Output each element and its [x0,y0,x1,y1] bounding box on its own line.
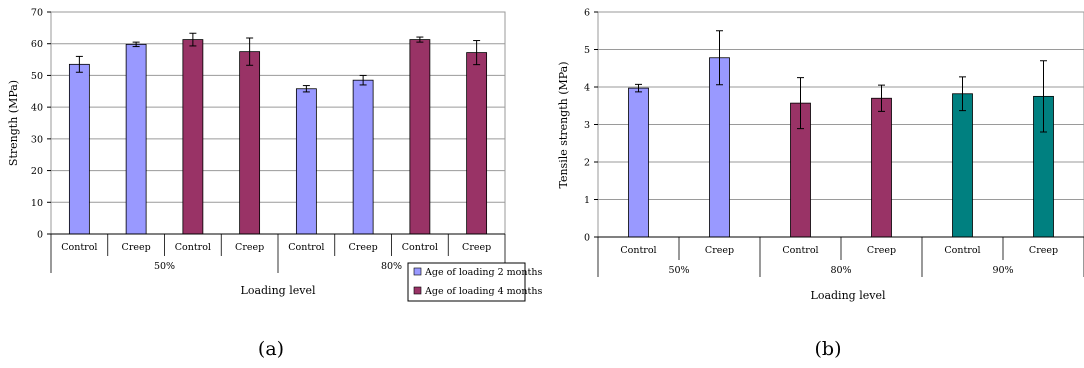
chart-b-gridlines [598,49,1084,200]
b-y-tick-label: 3 [584,120,590,131]
a-bar [182,39,204,235]
a-y-tick-label: 50 [31,71,43,82]
a-category-label: Creep [122,242,151,253]
b-group-label: 90% [992,265,1013,276]
chart-a-y-axis-label: Strength (MPa) [7,80,20,166]
b-y-tick-label: 1 [584,195,590,206]
a-y-tick-label: 0 [37,230,43,241]
chart-b-y-tick-labels: 0 1 2 3 4 5 6 [584,8,598,244]
b-group-label: 80% [830,265,851,276]
chart-a: 0 10 20 30 40 50 60 70 Control Creep Control Creep… [7,8,542,361]
chart-a-plot-area [50,11,506,235]
b-category-label: Creep [867,245,896,256]
a-group-label: 80% [381,261,402,272]
a-bar [239,51,261,235]
b-y-tick-label: 6 [584,8,590,19]
b-category-label: Control [782,245,818,256]
b-group-label: 50% [668,265,689,276]
b-bar [628,87,649,238]
b-y-tick-label: 0 [584,233,590,244]
panel-label-b: (b) [815,338,842,360]
a-category-label: Creep [235,242,264,253]
chart-a-x-axis: Control Creep Control Creep Control Creep Cont… [50,233,506,273]
chart-a-error-bars [75,32,481,93]
a-category-label: Creep [462,242,491,253]
a-bar [295,88,317,235]
a-bar [409,39,431,235]
a-category-label: Control [402,242,438,253]
legend-box [407,262,526,302]
b-category-label: Control [944,245,980,256]
b-y-tick-label: 2 [584,158,590,169]
a-bar [466,52,488,235]
chart-b-x-axis: Control Creep Control Creep Control Creep 50% 8… [597,236,1084,277]
chart-a-x-axis-label: Loading level [241,284,316,297]
chart-a-y-tick-labels: 0 10 20 30 40 50 60 70 [31,8,51,241]
a-y-tick-label: 20 [31,166,43,177]
b-category-label: Creep [705,245,734,256]
a-y-tick-label: 10 [31,198,43,209]
a-category-label: Control [61,242,97,253]
a-y-tick-label: 40 [31,103,43,114]
chart-b-error-bars [635,30,1047,133]
chart-a-legend: Age of loading 2 months Age of loading 4… [407,262,542,302]
b-bar [871,97,892,238]
a-category-label: Creep [349,242,378,253]
chart-b-bars [628,57,1054,238]
a-group-label: 50% [154,261,175,272]
a-y-tick-label: 30 [31,134,43,145]
b-y-tick-label: 5 [584,45,590,56]
legend-swatch-4-months [413,286,422,295]
legend-label-4-months: Age of loading 4 months [424,286,542,297]
panel-label-a: (a) [258,338,284,360]
a-bar [352,79,374,235]
b-y-tick-label: 4 [584,83,590,94]
b-category-label: Creep [1029,245,1058,256]
a-bar [125,43,147,235]
chart-b-y-axis-label: Tensile strength (MPa) [557,61,570,188]
chart-a-gridlines [51,43,505,203]
chart-b-x-axis-label: Loading level [811,289,886,302]
a-category-label: Control [175,242,211,253]
chart-a-bars [68,39,488,235]
a-y-tick-label: 70 [31,8,43,19]
a-bar [68,63,90,235]
legend-swatch-2-months [413,267,422,276]
a-y-tick-label: 60 [31,39,43,50]
b-bar [952,93,973,238]
a-category-label: Control [288,242,324,253]
b-category-label: Control [620,245,656,256]
legend-label-2-months: Age of loading 2 months [424,267,542,278]
